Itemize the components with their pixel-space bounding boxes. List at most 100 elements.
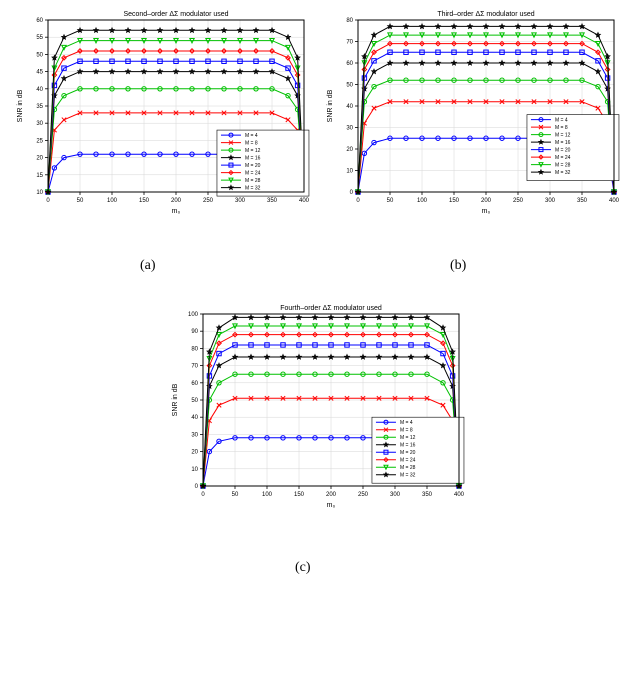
x-tick-label: 300	[545, 198, 556, 204]
y-tick-label: 90	[191, 329, 198, 335]
y-tick-label: 10	[191, 467, 198, 473]
y-tick-label: 15	[36, 173, 43, 179]
x-tick-label: 100	[417, 198, 428, 204]
legend-label: M = 16	[400, 443, 416, 449]
x-tick-label: 250	[513, 198, 524, 204]
y-tick-label: 100	[188, 312, 199, 318]
legend-label: M = 16	[245, 156, 261, 162]
x-tick-label: 250	[203, 198, 214, 204]
y-tick-label: 50	[191, 398, 198, 404]
x-tick-label: 300	[390, 492, 401, 498]
y-tick-label: 0	[350, 190, 354, 196]
panel-a: 0501001502002503003504001015202530354045…	[10, 6, 310, 216]
x-tick-label: 200	[481, 198, 492, 204]
x-tick-label: 200	[326, 492, 337, 498]
x-tick-label: 300	[235, 198, 246, 204]
caption-c: (c)	[295, 560, 311, 576]
y-tick-label: 80	[191, 346, 198, 352]
x-tick-label: 350	[267, 198, 278, 204]
legend-label: M = 16	[555, 140, 571, 146]
legend-label: M = 32	[400, 473, 416, 479]
x-tick-label: 50	[232, 492, 239, 498]
panel-c: 0 50 100 150 200 250 300 350 400 0 10 20 30 40 50 60 70 8…	[165, 300, 465, 510]
legend-label: M = 12	[400, 435, 416, 441]
panel-b: 0501001502002503003504000102030405060708…	[320, 6, 620, 216]
y-tick-label: 70	[191, 364, 198, 370]
y-tick-label: 60	[346, 61, 353, 67]
legend-label: M = 8	[245, 141, 258, 147]
caption-b: (b)	[450, 258, 466, 274]
legend-label: M = 24	[245, 171, 261, 177]
chart-title: Second–order ΔΣ modulator used	[123, 11, 228, 18]
x-tick-label: 100	[262, 492, 273, 498]
x-tick-label: 150	[449, 198, 460, 204]
y-tick-label: 35	[36, 104, 43, 110]
legend-label: M = 24	[400, 458, 416, 464]
x-tick-label: 150	[139, 198, 150, 204]
x-tick-label: 400	[454, 492, 465, 498]
y-tick-label: 55	[36, 35, 43, 41]
x-tick-label: 250	[358, 492, 369, 498]
y-tick-label: 20	[346, 147, 353, 153]
y-tick-label: 60	[191, 381, 198, 387]
x-axis-label: m₀	[172, 208, 181, 215]
legend-label: M = 20	[555, 148, 571, 154]
legend-label: M = 32	[555, 170, 571, 176]
legend-label: M = 28	[400, 465, 416, 471]
legend: M = 4 M = 8M = 12 M = 16M = 20 M = 24M = 28…	[372, 417, 464, 483]
y-tick-label: 45	[36, 70, 43, 76]
page: { "layout": { "page_w": 630, "page_h": 6…	[0, 0, 630, 677]
x-axis-label: m₀	[482, 208, 491, 215]
x-tick-label: 0	[46, 198, 50, 204]
y-tick-label: 50	[36, 52, 43, 58]
x-tick-label: 50	[77, 198, 84, 204]
y-tick-label: 40	[36, 87, 43, 93]
legend: M = 4M = 8M = 12M = 16M = 20M = 24M = 28…	[527, 115, 619, 181]
y-tick-label: 80	[346, 18, 353, 24]
x-axis-label: m₀	[327, 502, 336, 509]
legend-label: M = 8	[555, 125, 568, 131]
caption-a: (a)	[140, 258, 156, 274]
legend-label: M = 20	[245, 163, 261, 169]
chart-a: 0501001502002503003504001015202530354045…	[10, 6, 310, 216]
legend-label: M = 4	[555, 118, 568, 124]
y-tick-label: 10	[346, 169, 353, 175]
legend: M = 4 M = 8M = 12 M = 16M = 20 M = 24M = 28…	[217, 130, 309, 196]
chart-title: Fourth–order ΔΣ modulator used	[280, 305, 382, 312]
x-tick-label: 50	[387, 198, 394, 204]
y-tick-label: 50	[346, 83, 353, 89]
y-tick-label: 0	[195, 484, 199, 490]
chart-c: 0 50 100 150 200 250 300 350 400 0 10 20 30 40 50 60 70 8…	[165, 300, 465, 510]
legend-label: M = 32	[245, 186, 261, 192]
x-tick-label: 400	[299, 198, 310, 204]
x-tick-label: 100	[107, 198, 118, 204]
y-tick-label: 20	[36, 156, 43, 162]
x-tick-label: 200	[171, 198, 182, 204]
legend-label: M = 12	[245, 148, 261, 154]
legend-label: M = 4	[400, 420, 413, 426]
legend-label: M = 28	[555, 163, 571, 169]
y-tick-label: 30	[36, 121, 43, 127]
x-tick-label: 350	[422, 492, 433, 498]
y-tick-label: 40	[191, 415, 198, 421]
y-tick-label: 70	[346, 40, 353, 46]
y-axis-label: SNR in dB	[172, 383, 179, 416]
chart-title: Third–order ΔΣ modulator used	[437, 11, 534, 18]
legend-label: M = 4	[245, 133, 258, 139]
x-tick-label: 150	[294, 492, 305, 498]
chart-b: 0501001502002503003504000102030405060708…	[320, 6, 620, 216]
y-tick-label: 30	[346, 126, 353, 132]
y-axis-label: SNR in dB	[327, 89, 334, 122]
y-tick-label: 40	[346, 104, 353, 110]
y-tick-label: 60	[36, 18, 43, 24]
x-tick-label: 0	[201, 492, 205, 498]
y-tick-label: 20	[191, 450, 198, 456]
y-tick-label: 30	[191, 432, 198, 438]
legend-label: M = 20	[400, 450, 416, 456]
legend-label: M = 8	[400, 428, 413, 434]
legend-label: M = 28	[245, 178, 261, 184]
legend-label: M = 24	[555, 155, 571, 161]
x-tick-label: 400	[609, 198, 620, 204]
x-tick-label: 350	[577, 198, 588, 204]
y-tick-label: 25	[36, 138, 43, 144]
